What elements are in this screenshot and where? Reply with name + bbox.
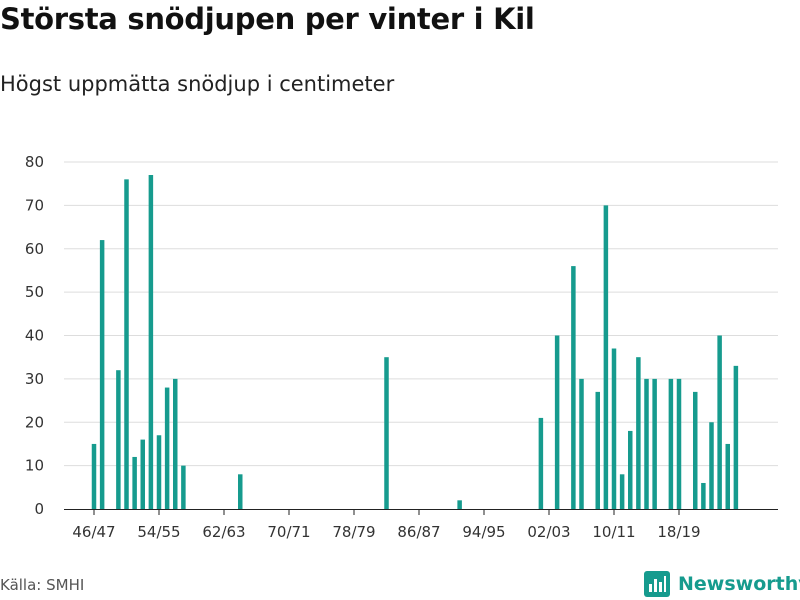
bar-23/24 bbox=[717, 335, 722, 509]
bar-06/07 bbox=[579, 378, 584, 510]
y-tick-label: 10 bbox=[25, 457, 44, 475]
bar-12/13 bbox=[628, 430, 633, 509]
bar-14/15 bbox=[644, 378, 649, 510]
x-tick-label: 94/95 bbox=[462, 523, 505, 541]
bar-21/22 bbox=[701, 482, 706, 509]
bar-64/65 bbox=[238, 474, 243, 509]
y-tick-label: 50 bbox=[25, 283, 44, 301]
bar-03/04 bbox=[554, 335, 560, 509]
bar-25/26 bbox=[733, 365, 739, 509]
brand-logo: Newsworthy bbox=[644, 568, 800, 600]
x-tick-label: 54/55 bbox=[137, 523, 180, 541]
bar-01/02 bbox=[538, 417, 544, 509]
x-tick-label: 62/63 bbox=[202, 523, 245, 541]
bar-09/10 bbox=[603, 205, 609, 510]
bar-chart: 0 10 20 30 40 50 60 70 80 46/47 54/55 62/63 70/71 78/… bbox=[25, 153, 778, 541]
tick-labels: 0 10 20 30 40 50 60 70 80 46/47 54/55 62/63 70/71 78/… bbox=[25, 153, 701, 541]
y-tick-label: 30 bbox=[25, 370, 44, 388]
y-tick-label: 0 bbox=[34, 500, 44, 518]
bar-54/55 bbox=[156, 435, 162, 509]
x-tick-label: 02/03 bbox=[527, 523, 570, 541]
bar-47/48 bbox=[99, 240, 105, 509]
bar-53/54 bbox=[148, 175, 154, 509]
x-tick-label: 18/19 bbox=[657, 523, 700, 541]
bar-46/47 bbox=[91, 443, 97, 509]
bar-05/06 bbox=[571, 266, 576, 509]
bar-22/23 bbox=[709, 422, 714, 509]
bar-57/58 bbox=[181, 465, 186, 510]
bar-50/51 bbox=[124, 179, 129, 509]
x-tick-label: 10/11 bbox=[592, 523, 635, 541]
bar-chart-logo-icon bbox=[644, 571, 670, 597]
x-axis bbox=[64, 509, 778, 515]
bar-82/83 bbox=[384, 357, 389, 509]
x-tick-label: 70/71 bbox=[267, 523, 310, 541]
bar-55/56 bbox=[164, 387, 170, 509]
bar-11/12 bbox=[619, 474, 625, 509]
bar-20/21 bbox=[693, 391, 698, 509]
y-tick-label: 20 bbox=[25, 413, 44, 431]
chart-title: Största snödjupen per vinter i Kil bbox=[0, 2, 535, 36]
bar-13/14 bbox=[636, 357, 641, 509]
chart-subtitle: Högst uppmätta snödjup i centimeter bbox=[0, 72, 395, 96]
bar-10/11 bbox=[611, 348, 617, 509]
bar-51/52 bbox=[132, 456, 137, 509]
x-tick-label: 78/79 bbox=[332, 523, 375, 541]
source-note: Källa: SMHI bbox=[0, 576, 85, 594]
bar-15/16 bbox=[652, 378, 657, 510]
gridlines bbox=[64, 161, 778, 467]
bar-17/18 bbox=[668, 378, 674, 510]
bar-18/19 bbox=[676, 378, 682, 510]
bars bbox=[91, 175, 739, 510]
bar-56/57 bbox=[173, 378, 178, 510]
y-tick-label: 70 bbox=[25, 196, 44, 214]
bar-52/53 bbox=[140, 439, 145, 509]
y-tick-label: 40 bbox=[25, 327, 44, 345]
x-tick-label: 86/87 bbox=[397, 523, 440, 541]
y-tick-label: 80 bbox=[25, 153, 44, 171]
brand-name: Newsworthy bbox=[678, 573, 800, 595]
bar-91/92 bbox=[457, 500, 462, 509]
bar-08/09 bbox=[595, 391, 600, 509]
bar-24/25 bbox=[725, 443, 730, 509]
x-tick-label: 46/47 bbox=[72, 523, 115, 541]
bar-49/50 bbox=[116, 370, 121, 509]
y-tick-label: 60 bbox=[25, 240, 44, 258]
